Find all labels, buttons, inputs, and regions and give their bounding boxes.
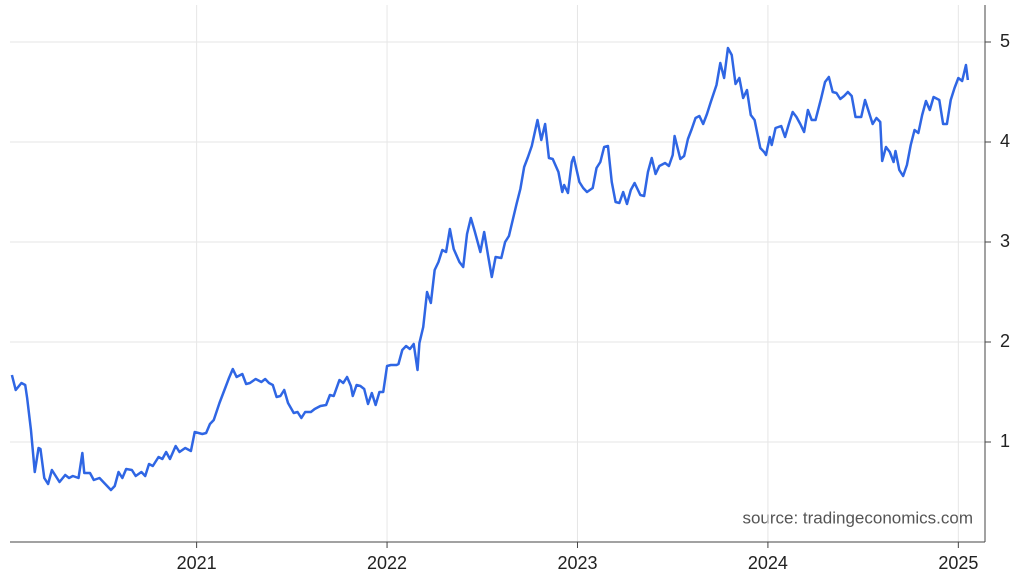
- y-tick-label: 3: [1000, 231, 1010, 251]
- y-tick-label: 4: [1000, 131, 1010, 151]
- y-tick-label: 1: [1000, 431, 1010, 451]
- y-tick-label: 5: [1000, 31, 1010, 51]
- x-tick-label: 2023: [557, 553, 597, 573]
- y-tick-label: 2: [1000, 331, 1010, 351]
- x-tick-label: 2022: [367, 553, 407, 573]
- source-note: source: tradingeconomics.com: [742, 508, 973, 527]
- x-tick-label: 2025: [938, 553, 978, 573]
- x-tick-label: 2024: [748, 553, 788, 573]
- x-tick-label: 2021: [177, 553, 217, 573]
- data-line: [10, 46, 970, 492]
